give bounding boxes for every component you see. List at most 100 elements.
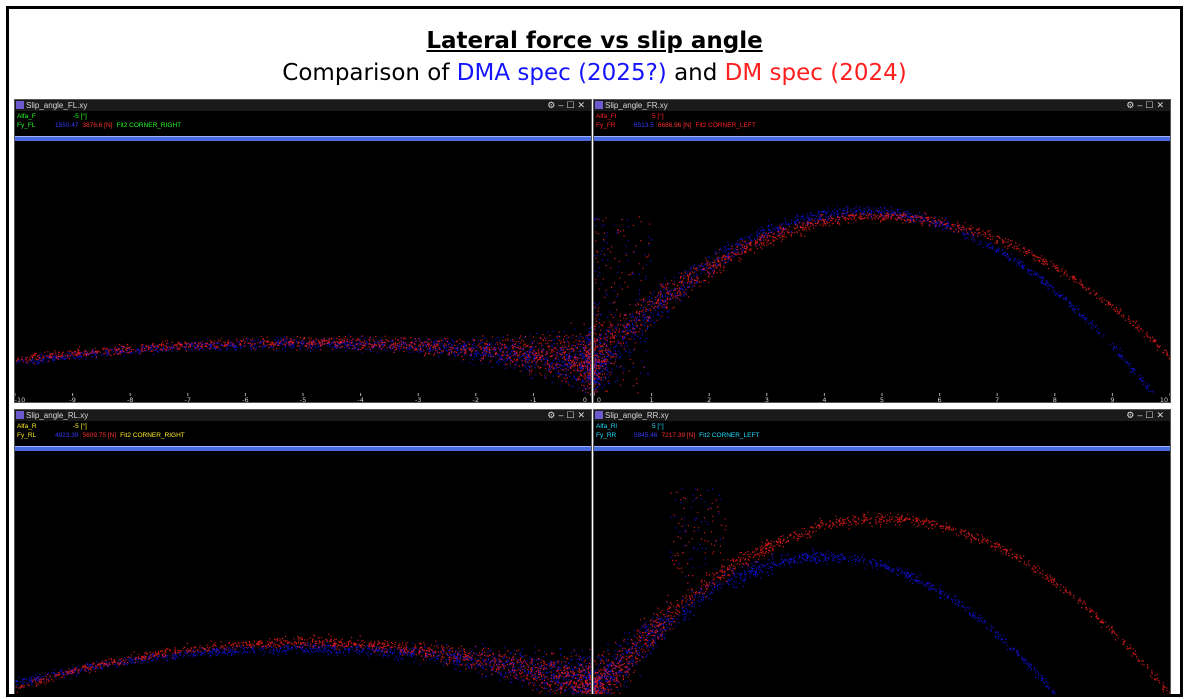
x-tick-label: 7 xyxy=(995,396,999,402)
cursor-readout-x: Alfa_Rl 5 [°] xyxy=(596,423,668,431)
scatter-plot[interactable]: -10 -9 -8 -7 -6 -5 -4 -3 -2 -1 0 xyxy=(15,100,591,402)
red-value: 6686.96 [N] xyxy=(657,122,692,129)
cursor-readout-x: Alfa_Fl 5 [°] xyxy=(596,113,668,121)
channel-label: Alfa_Rl xyxy=(596,423,617,430)
title-block: Lateral force vs slip angle Comparison o… xyxy=(9,27,1180,89)
panel-titlebar[interactable]: Slip_angle_FR.xy ⚙–☐✕ xyxy=(594,100,1170,111)
fit-label: Fit2 CORNER_RIGHT xyxy=(120,432,185,439)
channel-label: Alfa_F xyxy=(17,113,36,120)
panel-titlebar[interactable]: Slip_angle_RL.xy ⚙–☐✕ xyxy=(15,410,591,421)
red-value: 7217.39 [N] xyxy=(661,432,696,439)
gear-icon[interactable]: ⚙ xyxy=(1126,410,1138,420)
minimize-icon[interactable]: – xyxy=(558,410,567,420)
channel-value: -5 [°] xyxy=(73,423,87,430)
gear-icon[interactable]: ⚙ xyxy=(547,100,559,110)
panel-window-title: Slip_angle_RL.xy xyxy=(26,411,89,420)
scatter-points xyxy=(594,488,1170,694)
red-scatter-points xyxy=(594,489,1170,694)
red-scatter-points xyxy=(594,210,1170,394)
blue-scatter-points xyxy=(15,641,591,694)
panel-header-bar xyxy=(594,446,1170,451)
panel-window-title: Slip_angle_RR.xy xyxy=(605,411,669,420)
gear-icon[interactable]: ⚙ xyxy=(1126,100,1138,110)
close-icon[interactable]: ✕ xyxy=(1156,410,1167,420)
plot-panel[interactable]: Slip_angle_RL.xy ⚙–☐✕ Alfa_R -5 [°] Fy_RL 492… xyxy=(14,409,592,697)
x-tick-label: -5 xyxy=(300,396,306,402)
chart-title: Lateral force vs slip angle xyxy=(426,28,763,54)
channel-label: Alfa_Fl xyxy=(596,113,617,120)
maximize-icon[interactable]: ☐ xyxy=(1145,410,1157,420)
x-tick-label: 8 xyxy=(1053,396,1057,402)
panel-header-bar xyxy=(15,446,591,451)
panel-header-bar xyxy=(594,136,1170,141)
subtitle-red-text: DM spec (2024) xyxy=(724,60,907,86)
close-icon[interactable]: ✕ xyxy=(1156,100,1167,110)
panel-header-bar xyxy=(15,136,591,141)
plot-window-icon xyxy=(16,101,24,109)
plot-panel[interactable]: Slip_angle_RR.xy ⚙–☐✕ Alfa_Rl 5 [°] Fy_RR 584… xyxy=(593,409,1171,697)
x-tick-label: 4 xyxy=(822,396,826,402)
scatter-plot[interactable] xyxy=(594,410,1170,697)
subtitle-prefix: Comparison of xyxy=(282,60,457,86)
channel-label: Alfa_R xyxy=(17,423,37,430)
scatter-points xyxy=(15,322,591,394)
plot-window-icon xyxy=(595,101,603,109)
minimize-icon[interactable]: – xyxy=(558,100,567,110)
x-tick-label: -3 xyxy=(415,396,421,402)
channel-value: -5 [°] xyxy=(73,113,87,120)
x-tick-label: 0 xyxy=(583,396,587,402)
x-tick-label: -4 xyxy=(357,396,363,402)
minimize-icon[interactable]: – xyxy=(1137,410,1146,420)
gear-icon[interactable]: ⚙ xyxy=(547,410,559,420)
panel-titlebar[interactable]: Slip_angle_FL.xy ⚙–☐✕ xyxy=(15,100,591,111)
panel-titlebar[interactable]: Slip_angle_RR.xy ⚙–☐✕ xyxy=(594,410,1170,421)
window-controls: ⚙–☐✕ xyxy=(1126,410,1167,421)
fit-label: Fit2 CORNER_LEFT xyxy=(695,122,756,129)
panel-window-title: Slip_angle_FR.xy xyxy=(605,101,668,110)
cursor-readout-y: Fy_FR 6513.5 6686.96 [N] Fit2 CORNER_LEFT xyxy=(596,122,760,130)
x-tick-label: -9 xyxy=(69,396,75,402)
subtitle-middle: and xyxy=(666,60,725,86)
x-tick-label: 0 xyxy=(597,396,601,402)
maximize-icon[interactable]: ☐ xyxy=(566,100,578,110)
fit-label: Fit2 CORNER_RIGHT xyxy=(116,122,182,129)
channel-value: 5 [°] xyxy=(652,423,664,430)
scatter-plot[interactable] xyxy=(15,410,591,697)
cursor-readout-y: Fy_RL 4923.39 5609.75 [N] Fit2 CORNER_RIGHT xyxy=(17,432,189,440)
plot-panel[interactable]: Slip_angle_FR.xy ⚙–☐✕ Alfa_Fl 5 [°] Fy_FR 651… xyxy=(593,99,1171,403)
x-tick-label: 5 xyxy=(880,396,884,402)
x-tick-label: -8 xyxy=(127,396,133,402)
maximize-icon[interactable]: ☐ xyxy=(1145,100,1157,110)
window-controls: ⚙–☐✕ xyxy=(547,410,588,421)
close-icon[interactable]: ✕ xyxy=(577,100,588,110)
plot-panel[interactable]: Slip_angle_FL.xy ⚙–☐✕ Alfa_F -5 [°] Fy_FL 155… xyxy=(14,99,592,403)
cursor-readout-x: Alfa_R -5 [°] xyxy=(17,423,91,431)
x-tick-label: 2 xyxy=(707,396,711,402)
x-tick-label: 6 xyxy=(938,396,942,402)
minimize-icon[interactable]: – xyxy=(1137,100,1146,110)
channel-label: Fy_FR xyxy=(596,122,616,129)
red-scatter-points xyxy=(15,633,591,694)
channel-label: Fy_RL xyxy=(17,432,37,439)
x-tick-label: -6 xyxy=(242,396,248,402)
fit-label: Fit2 CORNER_LEFT xyxy=(699,432,760,439)
scatter-plot[interactable]: 0 1 2 3 4 5 6 7 8 9 10 xyxy=(594,100,1170,402)
window-controls: ⚙–☐✕ xyxy=(547,100,588,111)
red-scatter-points xyxy=(16,322,591,394)
x-tick-label: -7 xyxy=(185,396,191,402)
x-tick-label: 1 xyxy=(650,396,654,402)
x-tick-label: 9 xyxy=(1110,396,1114,402)
x-tick-label: -1 xyxy=(530,396,536,402)
blue-value: 6513.5 xyxy=(634,122,654,129)
cursor-readout-x: Alfa_F -5 [°] xyxy=(17,113,91,121)
close-icon[interactable]: ✕ xyxy=(577,410,588,420)
red-value: 5609.75 [N] xyxy=(82,432,117,439)
cursor-readout-y: Fy_RR 5845.46 7217.39 [N] Fit2 CORNER_LEFT xyxy=(596,432,763,440)
plot-window-icon xyxy=(595,411,603,419)
x-tick-label: 10 xyxy=(1160,396,1168,402)
window-controls: ⚙–☐✕ xyxy=(1126,100,1167,111)
cursor-readout-y: Fy_FL 1550.47 3876.6 [N] Fit2 CORNER_RIGHT xyxy=(17,122,185,130)
blue-value: 4923.39 xyxy=(55,432,79,439)
maximize-icon[interactable]: ☐ xyxy=(566,410,578,420)
chart-subtitle: Comparison of DMA spec (2025?) and DM sp… xyxy=(9,57,1180,89)
